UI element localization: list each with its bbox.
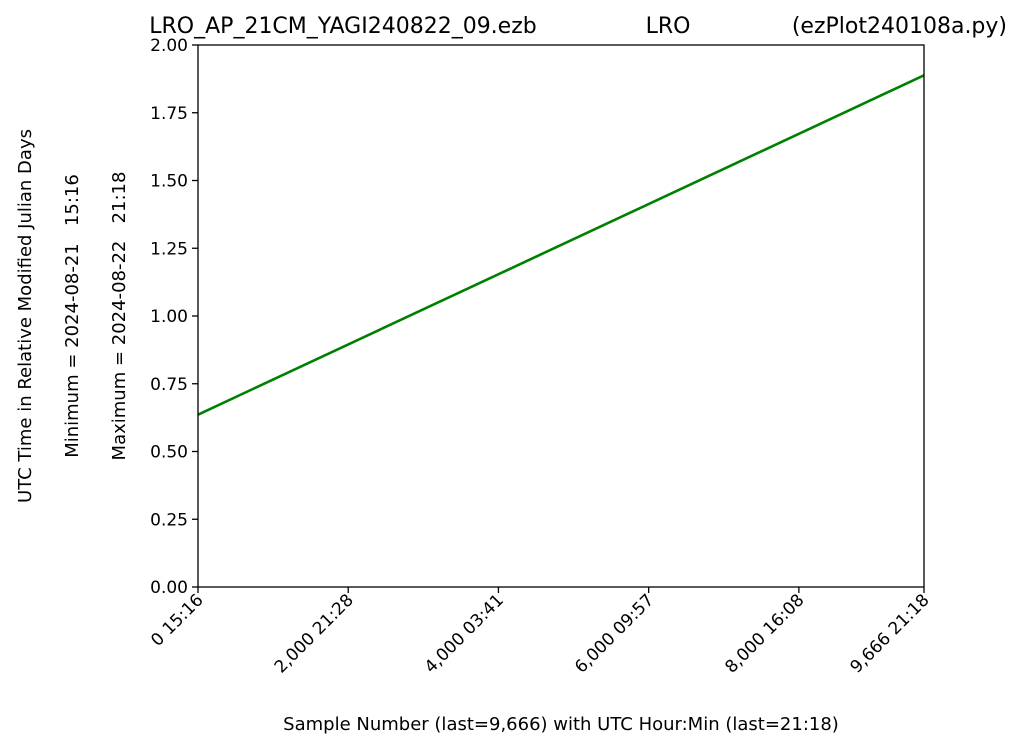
x-tick-label: 9,666 21:18: [847, 590, 934, 677]
x-axis-label: Sample Number (last=9,666) with UTC Hour…: [283, 714, 839, 735]
chart-title-file: LRO_AP_21CM_YAGI240822_09.ezb: [149, 14, 536, 39]
y-tick-label: 1.00: [150, 307, 188, 327]
x-tick-label: 4,000 03:41: [421, 590, 508, 677]
y-tick-label: 0.75: [150, 375, 188, 395]
plot-frame: [197, 44, 925, 588]
chart-title-program: (ezPlot240108a.py): [792, 14, 1007, 39]
y-tick-label: 1.50: [150, 172, 188, 192]
x-tick-label: 6,000 09:57: [571, 590, 658, 677]
y-axis-label: UTC Time in Relative Modified Julian Day…: [15, 129, 36, 503]
x-tick-label: 0 15:16: [147, 590, 207, 650]
y-ticks: 0.00 0.25 0.50 0.75 1.00 1.25 1.50 1.75 2.00: [150, 36, 198, 598]
x-tick-label: 8,000 16:08: [721, 590, 808, 677]
x-ticks: 0 15:16 2,000 21:28 4,000 03:41 6,000 09:57…: [147, 587, 934, 677]
x-tick-label: 2,000 21:28: [271, 590, 358, 677]
y-tick-label: 1.75: [150, 104, 188, 124]
series-layer: [197, 74, 925, 416]
chart-title-station: LRO: [646, 14, 691, 39]
y-axis-max-label: Maximum = 2024-08-22 21:18: [109, 172, 130, 461]
y-axis-min-label: Minimum = 2024-08-21 15:16: [62, 174, 83, 458]
y-tick-label: 0.50: [150, 443, 188, 463]
y-tick-label: 2.00: [150, 36, 188, 56]
series-line-0: [197, 74, 925, 416]
y-tick-label: 1.25: [150, 239, 188, 259]
y-tick-label: 0.00: [150, 578, 188, 598]
y-tick-label: 0.25: [150, 510, 188, 530]
